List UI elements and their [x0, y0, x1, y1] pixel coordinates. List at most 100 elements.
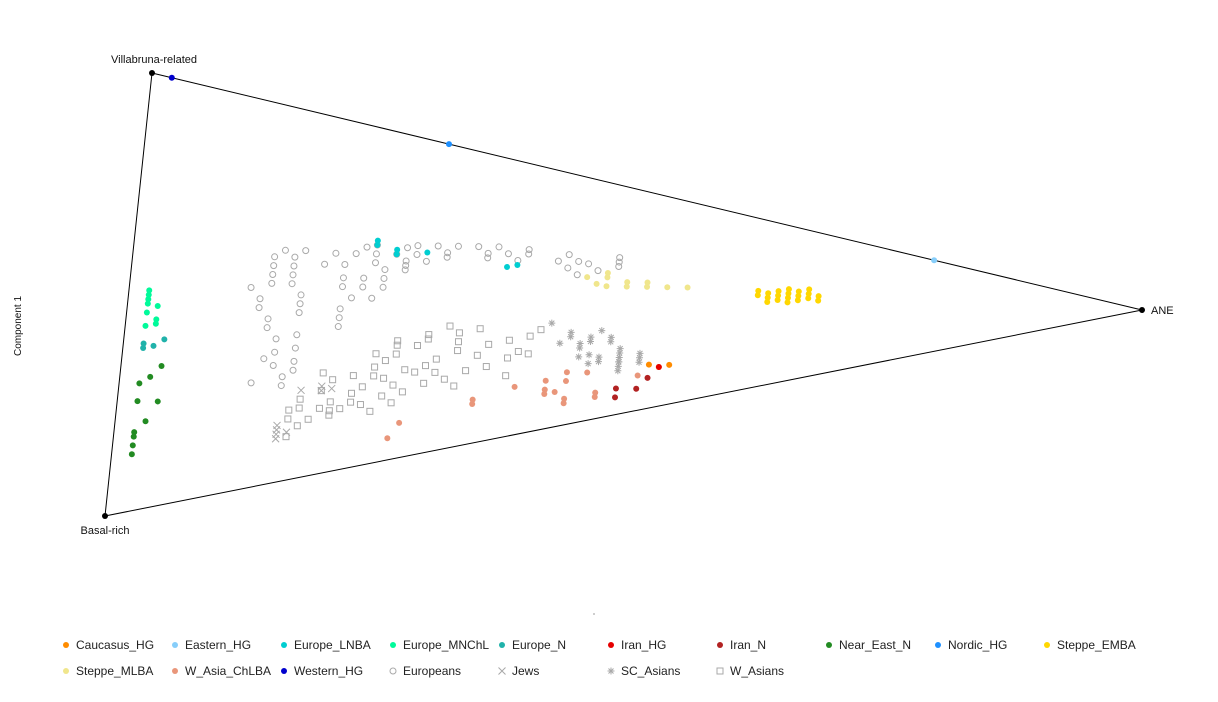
legend-item: Near_East_N — [825, 636, 934, 656]
data-point — [645, 361, 652, 368]
data-point — [147, 373, 154, 380]
data-point — [247, 284, 255, 291]
legend-label: Jews — [512, 664, 540, 678]
data-point — [612, 385, 619, 392]
data-point — [607, 333, 615, 341]
data-point — [161, 336, 168, 343]
data-point — [290, 262, 298, 270]
data-point — [349, 372, 357, 380]
data-point — [401, 366, 409, 374]
data-point — [379, 283, 387, 291]
data-point — [363, 243, 371, 251]
data-point — [444, 249, 452, 257]
legend-label: SC_Asians — [621, 664, 681, 678]
legend-item: Europe_MNChL — [389, 636, 498, 656]
data-point — [431, 368, 439, 376]
data-point — [372, 250, 380, 258]
legend-label: Nordic_HG — [948, 638, 1008, 652]
data-point — [358, 383, 366, 391]
data-point — [440, 375, 448, 383]
data-point — [666, 361, 673, 368]
data-point — [295, 404, 303, 412]
data-point — [567, 328, 575, 336]
data-point — [325, 407, 333, 415]
data-point — [284, 415, 292, 423]
data-point — [755, 287, 762, 294]
data-point — [591, 394, 598, 401]
legend-marker-icon — [1044, 642, 1050, 648]
data-point — [505, 336, 513, 344]
legend-item: Europeans — [389, 662, 498, 682]
data-point — [140, 344, 147, 351]
data-point — [128, 451, 135, 458]
data-point — [387, 399, 395, 407]
data-point — [370, 372, 378, 380]
legend-item: Iran_HG — [607, 636, 716, 656]
data-point — [565, 251, 573, 259]
legend-label: Western_HG — [294, 664, 364, 678]
data-point — [281, 246, 289, 254]
legend-marker-icon — [935, 642, 941, 648]
legend-label: W_Asia_ChLBA — [185, 664, 272, 678]
data-point — [664, 284, 671, 291]
data-point — [775, 292, 782, 299]
data-point — [402, 261, 410, 269]
data-point — [374, 242, 381, 249]
legend-marker — [172, 668, 178, 674]
data-point — [615, 358, 623, 366]
data-point — [504, 354, 512, 362]
data-point — [524, 350, 532, 358]
data-point — [644, 283, 651, 290]
data-point — [154, 398, 161, 405]
data-point — [352, 250, 360, 258]
series-europeans — [247, 241, 624, 390]
data-point — [495, 243, 503, 251]
legend-marker-icon — [607, 667, 615, 675]
data-point — [636, 354, 644, 362]
data-point — [278, 373, 286, 381]
data-point — [576, 340, 584, 348]
data-point — [541, 391, 548, 398]
data-point — [584, 369, 591, 376]
data-point — [359, 283, 367, 291]
data-point — [615, 263, 623, 270]
data-point — [542, 377, 549, 384]
data-point — [684, 284, 691, 291]
stray-dot — [593, 613, 595, 615]
vertex-marker — [102, 513, 108, 519]
legend-item: Eastern_HG — [171, 636, 280, 656]
data-point — [636, 349, 644, 357]
data-point — [335, 314, 343, 322]
data-point — [443, 253, 451, 261]
data-point — [317, 387, 325, 395]
data-point — [153, 316, 160, 323]
legend-item: W_Asia_ChLBA — [171, 662, 280, 682]
data-point — [815, 297, 822, 304]
data-point — [256, 295, 264, 303]
legend-label: Steppe_MLBA — [76, 664, 154, 678]
legend-marker-icon — [608, 642, 614, 648]
data-point — [805, 290, 812, 297]
series-iran-hg — [655, 363, 662, 370]
data-point — [380, 374, 388, 382]
legend-marker — [172, 642, 178, 648]
data-point — [634, 372, 641, 379]
data-point — [136, 380, 143, 387]
data-point — [371, 363, 379, 371]
data-point — [271, 434, 280, 443]
data-point — [514, 261, 521, 268]
data-point — [616, 345, 624, 353]
data-point — [393, 341, 401, 349]
legend-item: Iran_N — [716, 636, 825, 656]
data-point — [450, 382, 458, 390]
data-point — [289, 271, 297, 279]
legend-marker — [281, 642, 287, 648]
data-point — [504, 250, 512, 258]
data-point — [805, 295, 812, 302]
data-point — [289, 366, 297, 374]
data-point — [326, 398, 334, 406]
data-point — [616, 349, 624, 357]
data-point — [255, 304, 263, 312]
data-point — [366, 407, 374, 415]
legend-marker — [63, 668, 69, 674]
